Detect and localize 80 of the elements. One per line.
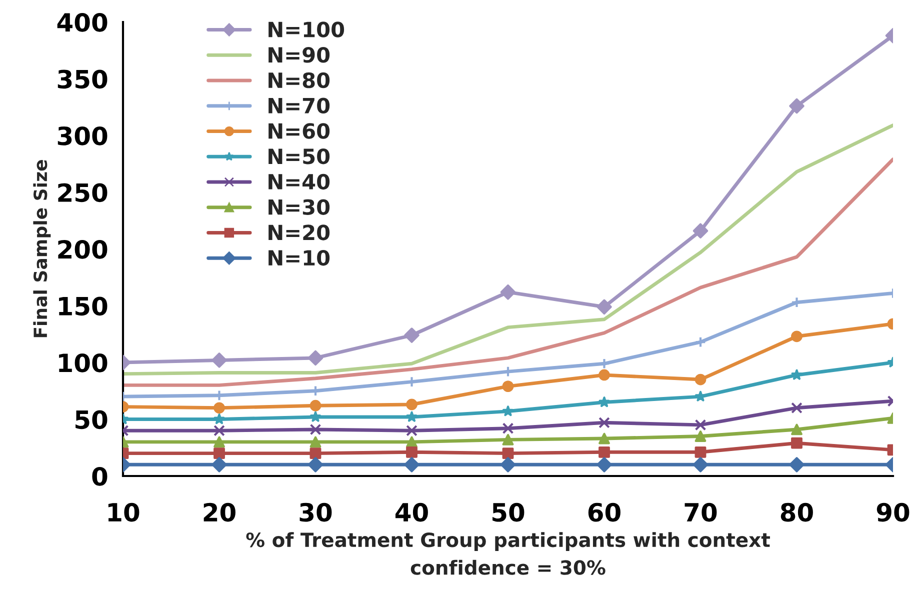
point bbox=[502, 406, 514, 416]
point bbox=[791, 330, 802, 342]
point bbox=[212, 352, 227, 368]
point bbox=[406, 398, 418, 410]
point bbox=[502, 448, 514, 460]
point bbox=[212, 457, 227, 472]
point bbox=[404, 328, 420, 343]
point bbox=[310, 436, 322, 448]
point bbox=[214, 414, 225, 424]
y-tick-label: 350 bbox=[58, 70, 108, 89]
x-tick-label: 40 bbox=[395, 502, 428, 522]
point bbox=[692, 457, 708, 472]
y-tick-label: 250 bbox=[58, 183, 108, 202]
point bbox=[596, 457, 612, 472]
point bbox=[500, 284, 516, 300]
point bbox=[791, 424, 802, 436]
y-tick-label: 300 bbox=[58, 126, 108, 146]
point bbox=[695, 390, 706, 402]
y-tick-label: 100 bbox=[59, 353, 108, 372]
point bbox=[694, 419, 706, 431]
point bbox=[791, 437, 802, 449]
point bbox=[598, 446, 610, 458]
point bbox=[308, 350, 324, 366]
point bbox=[214, 424, 225, 436]
point bbox=[308, 457, 324, 472]
point bbox=[598, 432, 610, 444]
point bbox=[310, 411, 321, 422]
y-tick-label: 0 bbox=[92, 466, 108, 486]
legend-label: N=40 bbox=[268, 174, 330, 190]
legend-label: N=20 bbox=[268, 224, 330, 240]
point bbox=[502, 422, 514, 434]
point bbox=[406, 424, 418, 436]
legend-label: N=60 bbox=[268, 123, 330, 139]
point bbox=[404, 457, 420, 472]
legend-label: N=70 bbox=[268, 98, 330, 114]
point bbox=[310, 448, 322, 460]
point bbox=[596, 299, 612, 315]
legend-label: N=30 bbox=[268, 199, 330, 215]
y-tick-label: 400 bbox=[57, 12, 108, 32]
point bbox=[214, 448, 225, 460]
y-axis-title: Final Sample Size bbox=[33, 160, 51, 338]
y-tick-label: 150 bbox=[59, 296, 108, 316]
x-tick-label: 70 bbox=[684, 502, 717, 522]
x-tick-label: 50 bbox=[492, 502, 524, 522]
point bbox=[214, 402, 225, 414]
point bbox=[789, 457, 804, 472]
y-tick-label: 200 bbox=[58, 240, 108, 259]
line-series bbox=[123, 124, 893, 376]
x-tick-label: 90 bbox=[876, 502, 910, 522]
x-tick-label: 30 bbox=[300, 502, 332, 522]
point bbox=[500, 457, 516, 472]
y-tick-label: 50 bbox=[76, 410, 108, 430]
x-tick-label: 20 bbox=[204, 502, 236, 522]
point bbox=[598, 416, 610, 428]
x-tick-label: 60 bbox=[588, 502, 620, 522]
legend-label: N=100 bbox=[268, 22, 344, 38]
point bbox=[310, 400, 322, 412]
x-axis-title: % of Treatment Group participants with context confidence = 30% bbox=[246, 532, 770, 575]
point bbox=[694, 374, 706, 386]
legend-label: N=10 bbox=[268, 250, 330, 266]
point bbox=[694, 446, 706, 458]
point bbox=[502, 380, 514, 392]
point bbox=[502, 434, 514, 446]
point bbox=[789, 98, 804, 114]
point bbox=[692, 223, 708, 238]
legend-label: N=50 bbox=[268, 148, 330, 164]
point bbox=[310, 424, 322, 436]
point bbox=[214, 436, 225, 448]
point bbox=[406, 446, 418, 458]
point bbox=[791, 369, 802, 380]
legend-label: N=90 bbox=[268, 46, 330, 63]
x-tick-label: 10 bbox=[108, 502, 140, 522]
point bbox=[694, 430, 706, 442]
legend-label: N=80 bbox=[268, 72, 330, 88]
point bbox=[406, 411, 418, 422]
x-tick-label: 80 bbox=[780, 502, 813, 522]
point bbox=[791, 402, 802, 414]
point bbox=[598, 369, 610, 381]
point bbox=[598, 396, 610, 408]
point bbox=[694, 336, 706, 348]
